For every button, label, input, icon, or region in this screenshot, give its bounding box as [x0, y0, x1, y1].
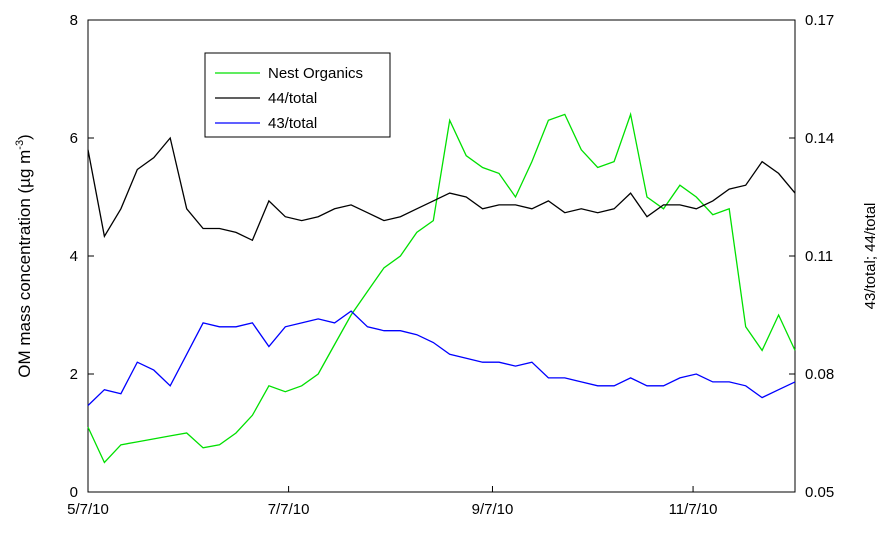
y-axis-label: OM mass concentration (µg m-3) — [14, 134, 34, 377]
y2-tick-label: 0.05 — [805, 484, 834, 501]
y2-tick-label: 0.14 — [805, 130, 834, 147]
x-tick-label: 5/7/10 — [67, 501, 109, 518]
y-tick-label: 8 — [70, 12, 78, 29]
y-label-sup: -3 — [14, 140, 26, 150]
y-tick-label: 0 — [70, 484, 78, 501]
y-label-main: OM mass concentration (µg m — [15, 150, 34, 378]
x-tick-label: 11/7/10 — [669, 501, 718, 518]
plot-frame — [87, 19, 796, 493]
legend-label: Nest Organics — [268, 65, 363, 82]
legend-label: 43/total — [268, 115, 317, 132]
x-tick-label: 7/7/10 — [268, 501, 310, 518]
y-label-end: ) — [15, 134, 34, 140]
y-tick-label: 6 — [70, 130, 78, 147]
y2-tick-label: 0.11 — [805, 248, 833, 265]
series-line — [87, 111, 796, 464]
y2-tick-label: 0.17 — [805, 12, 834, 29]
y-tick-label: 2 — [70, 366, 78, 383]
legend-label: 44/total — [268, 90, 317, 107]
series-line — [87, 136, 796, 242]
x-tick-label: 9/7/10 — [472, 501, 514, 518]
y2-axis-label: 43/total; 44/total — [862, 203, 879, 310]
series-line — [87, 310, 796, 406]
y2-tick-label: 0.08 — [805, 366, 834, 383]
y-tick-label: 4 — [70, 248, 78, 265]
